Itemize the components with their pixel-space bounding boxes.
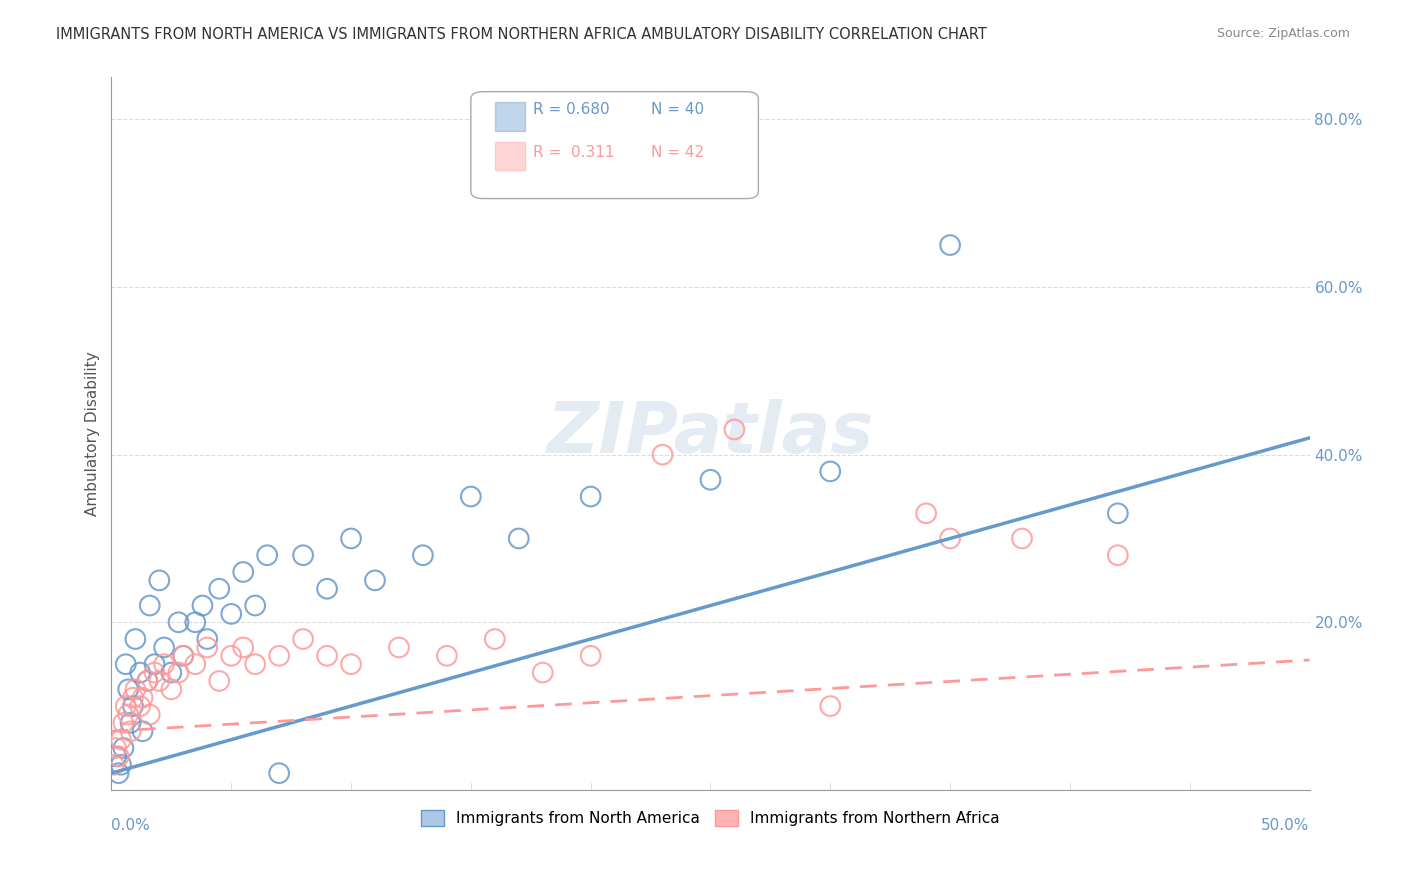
Point [110, 757, 132, 772]
Point [412, 548, 434, 562]
Point [292, 632, 315, 646]
Point [122, 699, 145, 714]
Point [153, 657, 176, 672]
Point [143, 665, 166, 680]
Point [1107, 506, 1129, 520]
Point [148, 673, 170, 688]
Point [122, 690, 145, 705]
Point [364, 574, 387, 588]
Text: R =  0.311: R = 0.311 [533, 145, 614, 160]
Point [172, 648, 194, 663]
Point [117, 707, 139, 722]
Point [184, 657, 207, 672]
Text: IMMIGRANTS FROM NORTH AMERICA VS IMMIGRANTS FROM NORTHERN AFRICA AMBULATORY DISA: IMMIGRANTS FROM NORTH AMERICA VS IMMIGRA… [56, 27, 987, 42]
Point [195, 632, 218, 646]
Point [939, 532, 962, 546]
Point [388, 640, 411, 655]
Point [120, 724, 142, 739]
Point [820, 699, 842, 714]
Point [219, 607, 242, 621]
Point [112, 741, 135, 756]
Point [1011, 532, 1033, 546]
Point [269, 766, 291, 780]
Point [292, 548, 315, 562]
Point [1107, 548, 1129, 562]
Text: N = 40: N = 40 [651, 102, 703, 117]
Point [579, 648, 602, 663]
Point [148, 574, 170, 588]
Point [107, 766, 129, 780]
Point [579, 490, 602, 504]
Point [129, 665, 152, 680]
Point [136, 673, 159, 688]
Point [460, 490, 482, 504]
Point [114, 657, 136, 672]
Point [167, 665, 190, 680]
Point [103, 757, 125, 772]
Point [232, 565, 254, 579]
Point [143, 657, 166, 672]
Point [160, 682, 183, 697]
Point [820, 464, 842, 478]
Point [167, 615, 190, 630]
Point [219, 648, 242, 663]
Point [243, 657, 266, 672]
Point [340, 657, 363, 672]
Text: 0.0%: 0.0% [111, 819, 150, 833]
Point [316, 582, 339, 596]
Point [131, 724, 153, 739]
Point [112, 715, 135, 730]
Point [915, 506, 938, 520]
Point [124, 632, 146, 646]
Point [124, 682, 146, 697]
Text: ZIPatlas: ZIPatlas [547, 400, 875, 468]
Point [136, 673, 159, 688]
FancyBboxPatch shape [495, 103, 524, 131]
Point [114, 699, 136, 714]
Point [120, 715, 142, 730]
Point [208, 673, 231, 688]
Point [256, 548, 278, 562]
Point [191, 599, 214, 613]
Point [105, 741, 128, 756]
Text: N = 42: N = 42 [651, 145, 703, 160]
Point [139, 599, 162, 613]
Point [160, 665, 183, 680]
Point [531, 665, 554, 680]
Point [110, 732, 132, 747]
FancyBboxPatch shape [471, 92, 758, 199]
Text: 50.0%: 50.0% [1261, 819, 1309, 833]
Point [651, 448, 673, 462]
FancyBboxPatch shape [495, 142, 524, 170]
Point [139, 707, 162, 722]
Point [723, 422, 745, 436]
Point [172, 648, 194, 663]
Point [269, 648, 291, 663]
Text: Source: ZipAtlas.com: Source: ZipAtlas.com [1216, 27, 1350, 40]
Y-axis label: Ambulatory Disability: Ambulatory Disability [86, 351, 100, 516]
Point [699, 473, 721, 487]
Point [184, 615, 207, 630]
Point [208, 582, 231, 596]
Point [340, 532, 363, 546]
Legend: Immigrants from North America, Immigrants from Northern Africa: Immigrants from North America, Immigrant… [415, 804, 1007, 832]
Point [939, 238, 962, 252]
Text: R = 0.680: R = 0.680 [533, 102, 610, 117]
Point [316, 648, 339, 663]
Point [117, 682, 139, 697]
Point [232, 640, 254, 655]
Point [243, 599, 266, 613]
Point [105, 749, 128, 764]
Point [484, 632, 506, 646]
Point [129, 699, 152, 714]
Point [107, 749, 129, 764]
Point [131, 690, 153, 705]
Point [508, 532, 530, 546]
Point [436, 648, 458, 663]
Point [195, 640, 218, 655]
Point [153, 640, 176, 655]
